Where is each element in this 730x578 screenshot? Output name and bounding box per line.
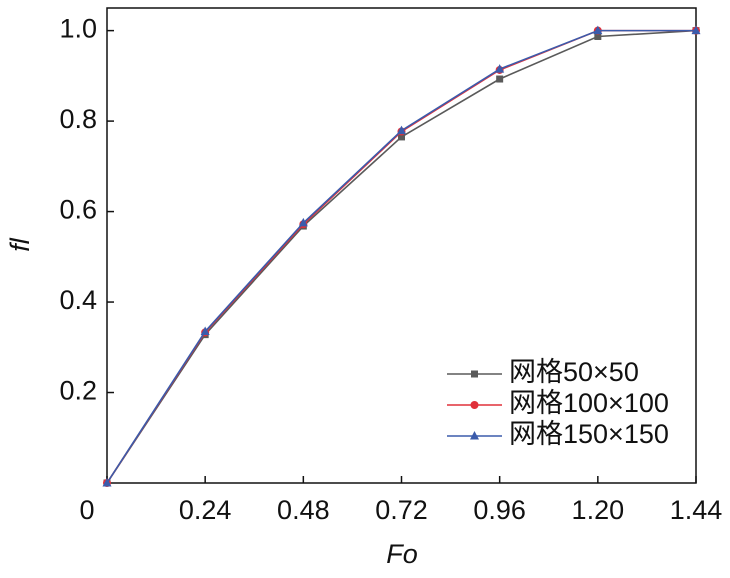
point — [397, 125, 406, 135]
x-axis-label: Fo — [386, 539, 418, 569]
point — [691, 25, 701, 35]
x-tick-label: 0.48 — [277, 495, 330, 525]
point — [298, 217, 308, 227]
x-tick-label: 0 — [79, 495, 94, 525]
legend-label: 网格100×100 — [509, 388, 669, 418]
point — [495, 64, 505, 73]
point — [594, 33, 602, 40]
point — [102, 478, 112, 487]
legend-marker — [470, 401, 479, 409]
legend-marker — [470, 431, 479, 440]
y-tick-label: 1.0 — [59, 14, 97, 44]
point — [200, 326, 210, 335]
x-tick-label: 0.96 — [473, 495, 526, 525]
point — [496, 75, 504, 83]
x-tick-label: 1.44 — [670, 495, 723, 525]
y-tick-label: 0.6 — [59, 195, 97, 225]
x-tick-label: 1.20 — [572, 495, 625, 525]
point — [593, 25, 603, 35]
legend-label: 网格50×50 — [509, 357, 639, 387]
y-axis-label: fl — [5, 237, 35, 252]
point — [398, 133, 405, 141]
legend-marker — [471, 370, 478, 378]
y-tick-label: 0.4 — [59, 285, 97, 315]
legend-label: 网格150×150 — [509, 419, 669, 449]
y-tick-label: 0.2 — [59, 376, 97, 406]
x-tick-label: 0.24 — [179, 495, 232, 525]
x-tick-label: 0.72 — [375, 495, 428, 525]
y-tick-label: 0.8 — [59, 104, 97, 134]
